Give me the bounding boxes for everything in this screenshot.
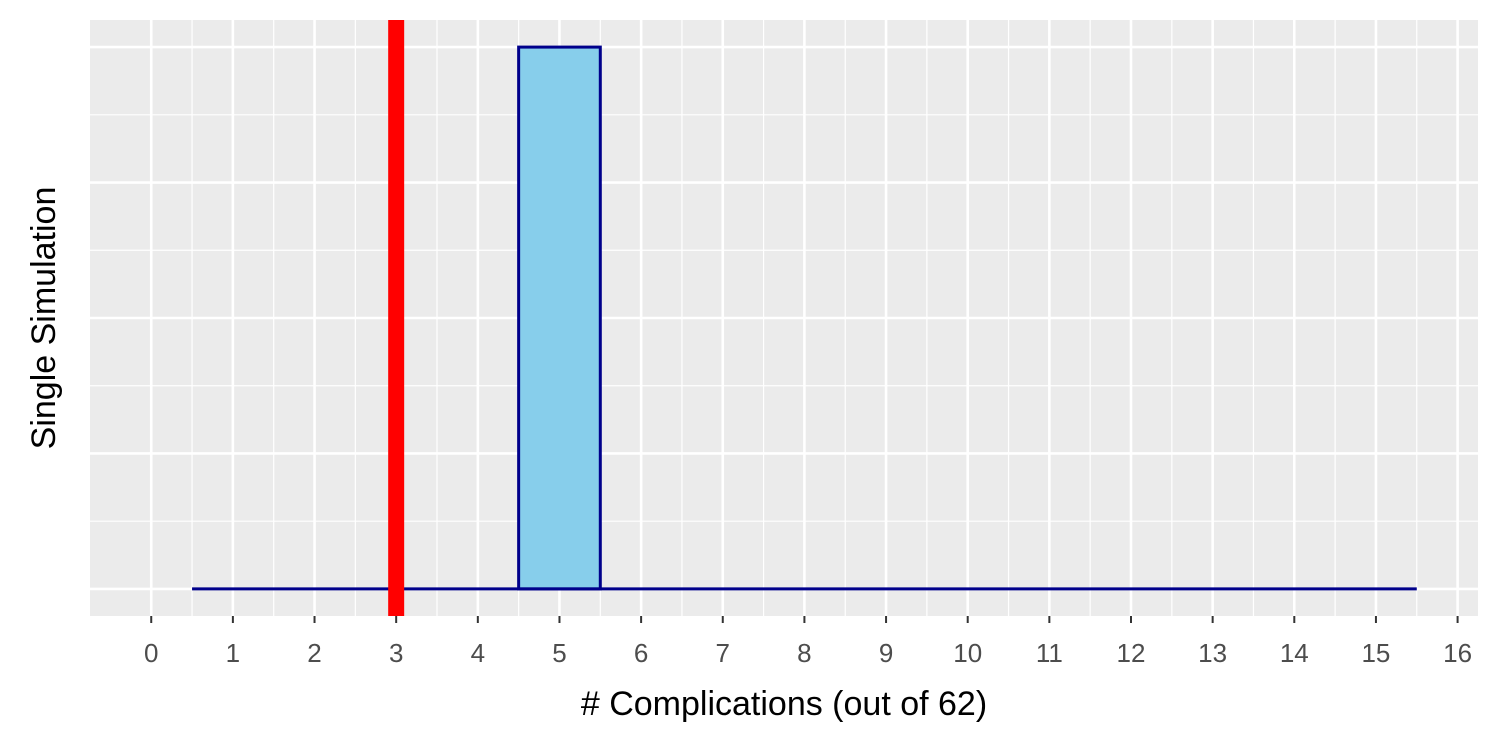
- x-axis-title: # Complications (out of 62): [581, 685, 987, 723]
- x-tick-label: 0: [144, 638, 158, 668]
- x-tick-label: 15: [1361, 638, 1390, 668]
- histogram-bar: [517, 45, 602, 591]
- x-tick-label: 16: [1443, 638, 1472, 668]
- x-tick-label: 5: [552, 638, 566, 668]
- x-tick-label: 6: [634, 638, 648, 668]
- x-axis-ticks: 0 1 2 3 4 5 6 7 8 9 10 11 12 13 14 15 16: [144, 616, 1472, 668]
- x-tick-label: 9: [879, 638, 893, 668]
- x-tick-label: 2: [307, 638, 321, 668]
- x-tick-label: 12: [1117, 638, 1146, 668]
- x-tick-label: 8: [797, 638, 811, 668]
- x-tick-label: 1: [226, 638, 240, 668]
- x-tick-label: 10: [953, 638, 982, 668]
- x-tick-label: 7: [716, 638, 730, 668]
- x-tick-label: 13: [1198, 638, 1227, 668]
- x-tick-label: 4: [471, 638, 485, 668]
- x-tick-label: 14: [1280, 638, 1309, 668]
- x-tick-label: 3: [389, 638, 403, 668]
- y-axis-title: Single Simulation: [25, 187, 63, 450]
- x-tick-label: 11: [1036, 638, 1063, 668]
